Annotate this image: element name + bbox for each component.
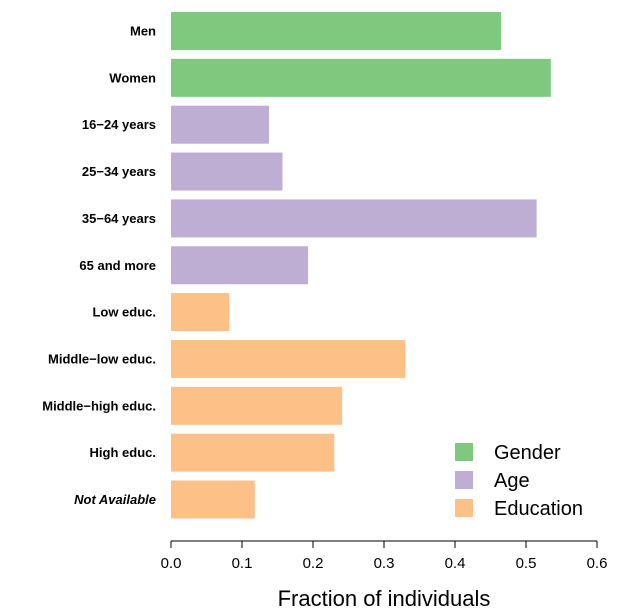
- category-label: 16−24 years: [82, 117, 156, 132]
- bar: [171, 199, 537, 238]
- legend-label: Gender: [494, 442, 561, 464]
- x-tick-label: 0.1: [232, 555, 253, 572]
- category-label: 35−64 years: [82, 211, 156, 226]
- bar: [171, 386, 343, 425]
- bar: [171, 58, 551, 97]
- category-label: 65 and more: [79, 258, 156, 273]
- category-labels: Men Women 16−24 years 25−34 years 35−64 year…: [42, 24, 156, 508]
- category-label: Low educ.: [92, 305, 156, 320]
- legend: Gender Age Education: [455, 442, 583, 520]
- x-tick-label: 0.3: [374, 555, 395, 572]
- bar: [171, 339, 406, 378]
- legend-label: Age: [494, 470, 530, 492]
- x-tick-label: 0.6: [587, 555, 608, 572]
- x-axis-title: Fraction of individuals: [278, 586, 491, 611]
- bar: [171, 246, 309, 285]
- bar: [171, 152, 283, 191]
- category-label: High educ.: [90, 445, 156, 460]
- category-label: Men: [130, 24, 156, 39]
- category-label: Not Available: [74, 492, 156, 507]
- x-tick-label: 0.2: [303, 555, 324, 572]
- x-axis: 0.0 0.1 0.2 0.3 0.4 0.5 0.6: [161, 540, 608, 572]
- legend-swatch: [455, 499, 473, 517]
- x-tick-label: 0.4: [445, 555, 466, 572]
- category-label: Women: [109, 70, 156, 85]
- legend-swatch: [455, 471, 473, 489]
- bar: [171, 293, 230, 332]
- category-label: Middle−low educ.: [48, 351, 156, 366]
- category-label: 25−34 years: [82, 164, 156, 179]
- legend-label: Education: [494, 498, 583, 520]
- bar-group: [171, 12, 551, 519]
- bar: [171, 12, 502, 50]
- bar: [171, 480, 255, 519]
- x-tick-label: 0.5: [516, 555, 537, 572]
- bar: [171, 433, 335, 472]
- category-label: Middle−high educ.: [42, 398, 156, 413]
- bar: [171, 105, 269, 144]
- legend-swatch: [455, 443, 473, 461]
- x-tick-label: 0.0: [161, 555, 182, 572]
